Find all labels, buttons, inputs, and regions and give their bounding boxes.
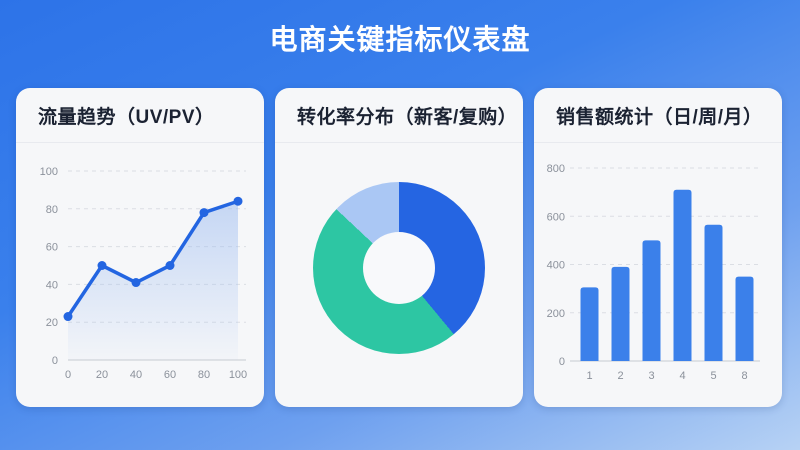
svg-text:80: 80 xyxy=(46,204,58,216)
svg-text:3: 3 xyxy=(648,370,654,382)
bar-chart: 0 200 400 600 800 1 2 3 4 5 8 xyxy=(547,163,760,382)
sales-bar-chart-area: 0 200 400 600 800 1 2 3 4 5 8 xyxy=(534,143,782,407)
svg-text:200: 200 xyxy=(547,308,565,320)
cards-row: 流量趋势（UV/PV） 0 20 40 60 80 100 0 20 40 60 80 100 转化率… xyxy=(16,88,782,407)
svg-text:2: 2 xyxy=(617,370,623,382)
svg-text:80: 80 xyxy=(198,369,210,381)
svg-text:100: 100 xyxy=(40,166,58,178)
svg-text:1: 1 xyxy=(586,370,592,382)
svg-text:600: 600 xyxy=(547,211,565,223)
svg-text:40: 40 xyxy=(46,279,58,291)
svg-text:400: 400 xyxy=(547,260,565,272)
svg-text:40: 40 xyxy=(130,369,142,381)
svg-text:20: 20 xyxy=(96,369,108,381)
donut-hole xyxy=(362,231,436,305)
card-conversion-distribution: 转化率分布（新客/复购） xyxy=(275,88,523,407)
card-sales-stats-title: 销售额统计（日/周/月） xyxy=(556,106,763,128)
svg-text:100: 100 xyxy=(229,369,247,381)
card-traffic-trend-title: 流量趋势（UV/PV） xyxy=(38,106,215,128)
line-chart: 0 20 40 60 80 100 0 20 40 60 80 100 xyxy=(40,166,248,381)
svg-text:0: 0 xyxy=(65,369,71,381)
svg-text:20: 20 xyxy=(46,317,58,329)
card-traffic-trend: 流量趋势（UV/PV） 0 20 40 60 80 100 0 20 40 60 80 100 xyxy=(16,88,264,407)
card-conversion-distribution-title: 转化率分布（新客/复购） xyxy=(297,106,518,128)
traffic-line-chart-area: 0 20 40 60 80 100 0 20 40 60 80 100 xyxy=(16,143,264,407)
card-sales-stats-header: 销售额统计（日/周/月） xyxy=(534,88,782,143)
svg-text:5: 5 xyxy=(710,370,716,382)
card-sales-stats: 销售额统计（日/周/月） 0 200 400 600 800 1 2 3 4 5 8 xyxy=(534,88,782,407)
svg-text:0: 0 xyxy=(559,356,565,368)
svg-text:60: 60 xyxy=(46,242,58,254)
card-conversion-distribution-header: 转化率分布（新客/复购） xyxy=(275,88,523,143)
svg-text:800: 800 xyxy=(547,163,565,175)
card-traffic-trend-header: 流量趋势（UV/PV） xyxy=(16,88,264,143)
donut-chart xyxy=(313,182,485,354)
svg-text:0: 0 xyxy=(52,355,58,367)
page-title: 电商关键指标仪表盘 xyxy=(269,24,531,55)
conversion-donut-chart-area xyxy=(275,143,523,407)
svg-text:8: 8 xyxy=(741,370,747,382)
svg-text:4: 4 xyxy=(679,370,685,382)
svg-text:60: 60 xyxy=(164,369,176,381)
